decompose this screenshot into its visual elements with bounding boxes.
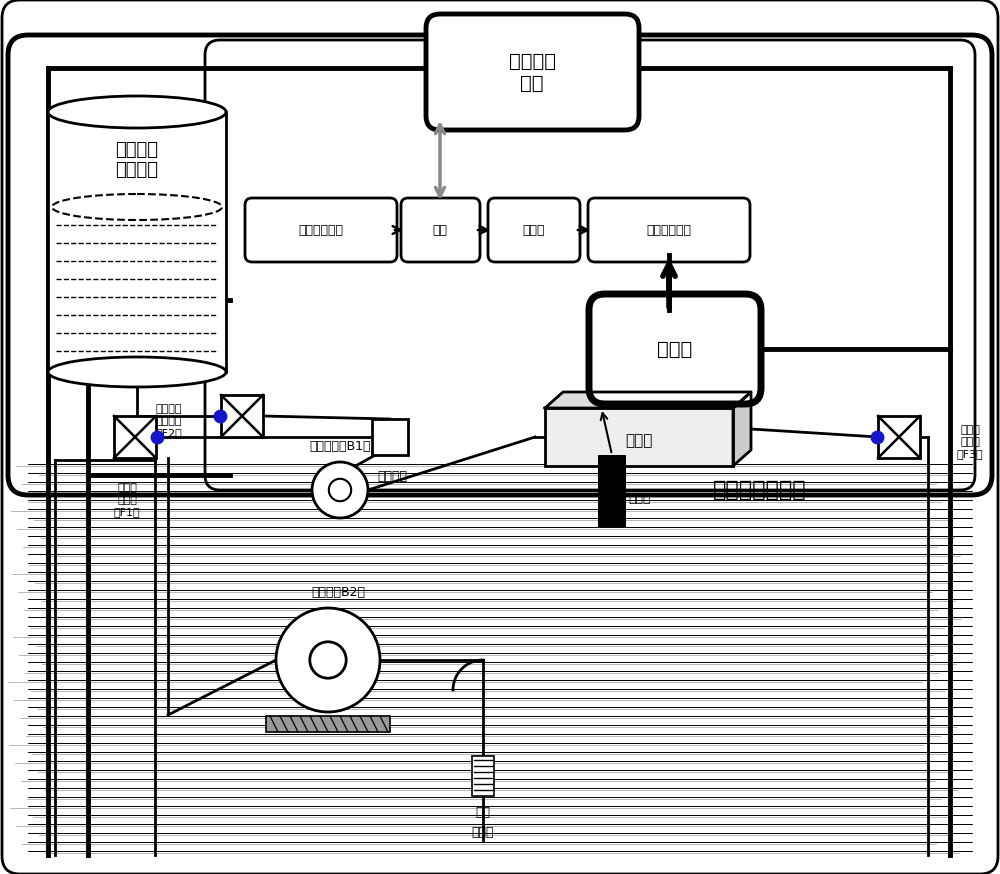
Text: 网桥: 网桥 [432,224,448,237]
Text: 富集与传感材料: 富集与传感材料 [713,480,807,500]
Polygon shape [545,392,751,408]
Bar [48,112,226,372]
Text: 光谱仪: 光谱仪 [657,339,693,358]
Ellipse shape [48,357,226,387]
FancyBboxPatch shape [401,198,480,262]
Bar [472,756,494,796]
FancyBboxPatch shape [488,198,580,262]
Bar [266,716,390,732]
Text: 激光头: 激光头 [629,493,651,505]
Circle shape [310,642,346,678]
Circle shape [276,608,380,712]
FancyBboxPatch shape [588,198,750,262]
Bar [878,416,920,458]
Text: 三通弯头: 三通弯头 [377,470,407,483]
Text: 潜水泵（B2）: 潜水泵（B2） [311,586,365,600]
Circle shape [312,462,368,518]
Text: 交换机: 交换机 [523,224,545,237]
Bar [221,395,263,437]
Ellipse shape [48,96,226,128]
Text: 加压水泵（B1）: 加压水泵（B1） [309,440,371,453]
Text: 放水口
电磁阀
（F3）: 放水口 电磁阀 （F3） [957,426,983,459]
FancyBboxPatch shape [426,14,639,130]
Text: 滤网: 滤网 [476,806,490,818]
Text: 取水口: 取水口 [472,826,494,838]
Text: 数据处理中心: 数据处理中心 [298,224,344,237]
Bar [545,408,733,466]
Text: 离子干预
混合溨剂: 离子干预 混合溨剂 [116,141,158,179]
FancyBboxPatch shape [589,294,761,404]
Text: 终端控制
系统: 终端控制 系统 [509,52,556,93]
Bar [114,416,156,458]
Bar [598,455,626,527]
Text: 取水口
电磁阀
（F1）: 取水口 电磁阀 （F1） [114,483,140,517]
Circle shape [329,479,351,501]
FancyBboxPatch shape [245,198,397,262]
Polygon shape [733,392,751,466]
Text: 数据转换接口: 数据转换接口 [646,224,692,237]
Text: 采样池: 采样池 [625,434,653,448]
Text: 冲刷管入
口电磁阀
（F2）: 冲刷管入 口电磁阀 （F2） [156,405,182,438]
Bar [372,419,408,455]
